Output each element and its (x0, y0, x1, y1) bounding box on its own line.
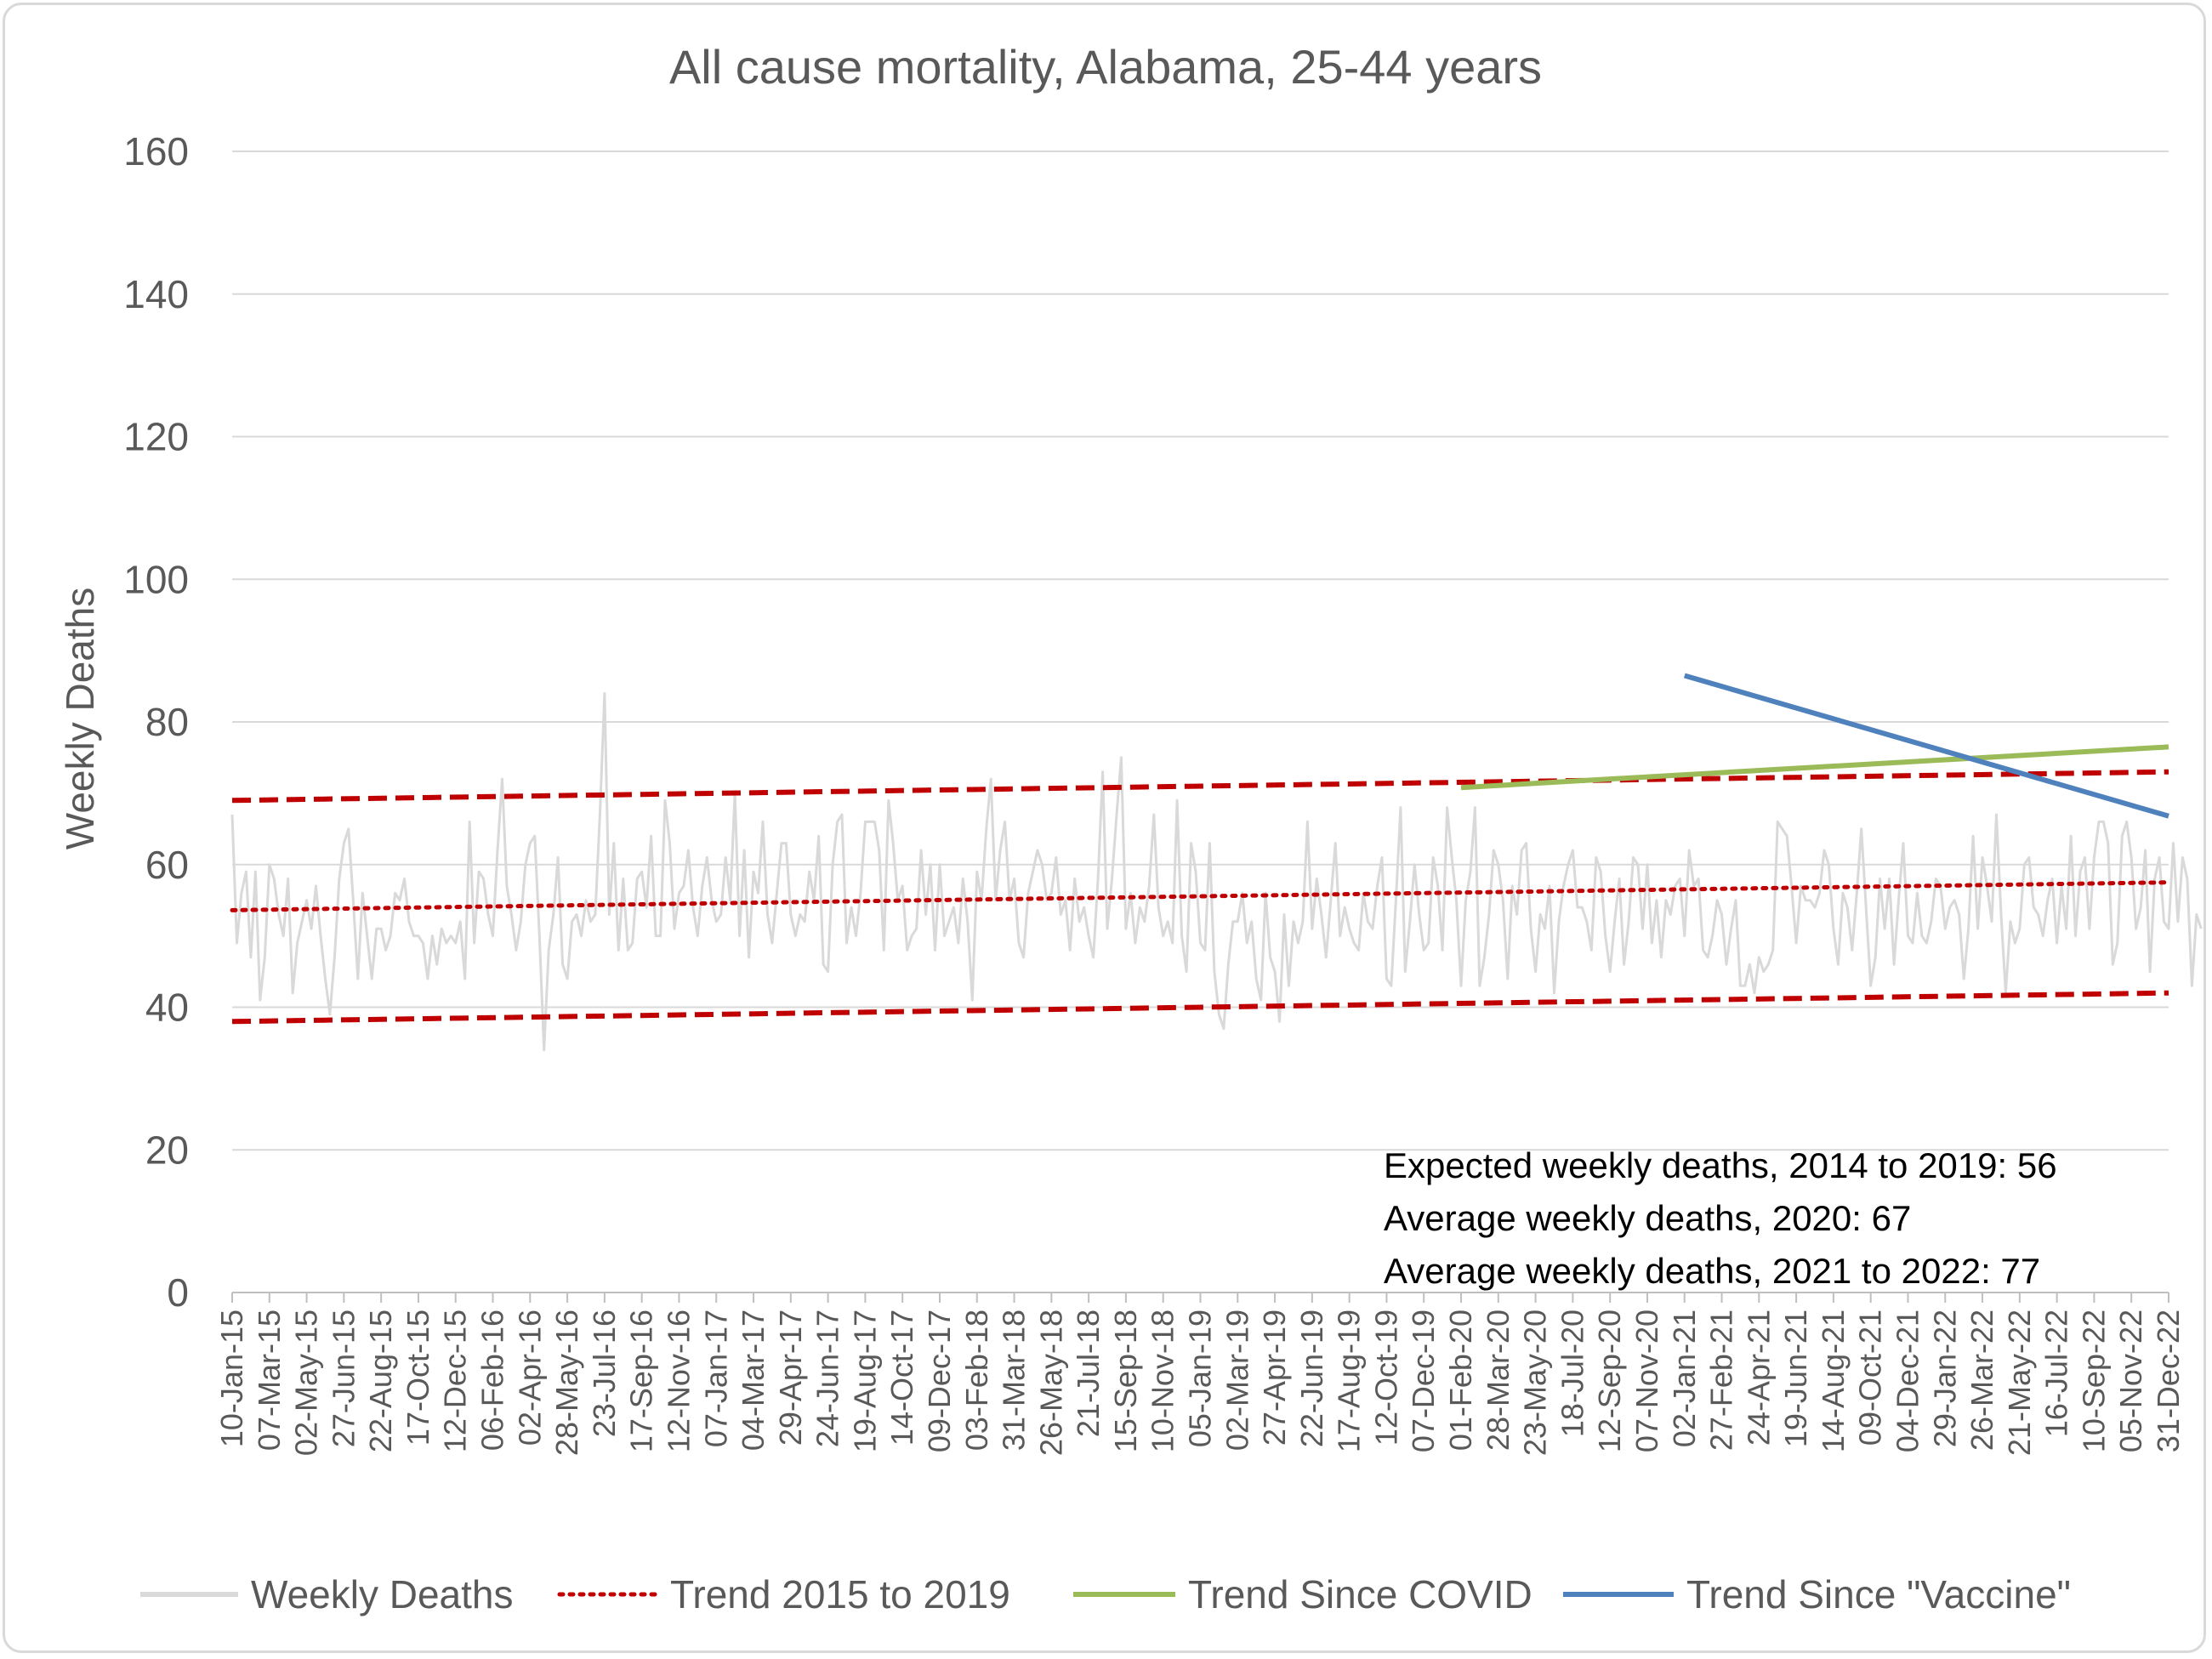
x-tick-label: 22-Jun-19 (1294, 1310, 1329, 1447)
x-tick-label: 07-Dec-19 (1406, 1310, 1441, 1452)
x-tick-label: 27-Jun-15 (326, 1310, 361, 1447)
x-tick-label: 14-Oct-17 (884, 1310, 919, 1446)
x-tick-label: 26-Mar-22 (1965, 1310, 1999, 1451)
legend-label: Trend 2015 to 2019 (670, 1572, 1010, 1616)
x-tick-label: 17-Aug-19 (1332, 1310, 1367, 1452)
x-tick-label: 02-May-15 (289, 1310, 324, 1456)
series-weekly-deaths (230, 692, 2203, 1052)
x-tick-label: 07-Mar-15 (252, 1310, 287, 1451)
x-tick-label: 04-Dec-21 (1890, 1310, 1925, 1452)
series-trend-2015-to-2019-lower (231, 990, 2169, 1025)
x-tick-label: 09-Oct-21 (1853, 1310, 1888, 1446)
y-axis-label: Weekly Deaths (58, 588, 102, 850)
x-tick-label: 29-Apr-17 (773, 1310, 808, 1446)
y-tick-label: 160 (123, 129, 189, 173)
x-tick-label: 12-Sep-20 (1592, 1310, 1627, 1452)
x-tick-label: 19-Aug-17 (847, 1310, 882, 1452)
x-tick-label: 15-Sep-18 (1108, 1310, 1143, 1452)
x-tick-label: 04-Mar-17 (736, 1310, 771, 1451)
y-tick-label: 40 (145, 986, 189, 1030)
x-tick-label: 06-Feb-16 (475, 1310, 510, 1451)
x-tick-label: 07-Jan-17 (698, 1310, 733, 1447)
x-tick-label: 02-Jan-21 (1667, 1310, 1702, 1447)
x-tick-label: 05-Jan-19 (1183, 1310, 1218, 1447)
x-tick-label: 24-Apr-21 (1741, 1310, 1776, 1446)
chart-title: All cause mortality, Alabama, 25-44 year… (669, 40, 1542, 94)
x-tick-label: 19-Jun-21 (1778, 1310, 1813, 1447)
x-tick-label: 10-Nov-18 (1146, 1310, 1180, 1452)
y-tick-labels: 0 20 40 60 80 100 120 140 160 (123, 129, 189, 1315)
x-tick-label: 29-Jan-22 (1927, 1310, 1962, 1447)
x-tick-label: 22-Aug-15 (363, 1310, 398, 1452)
x-tick-label: 03-Feb-18 (959, 1310, 994, 1451)
legend: Weekly Deaths Trend 2015 to 2019 Trend Sin… (140, 1572, 2071, 1616)
annotation-block: Expected weekly deaths, 2014 to 2019: 56… (1384, 1145, 2057, 1291)
x-tick-labels: 10-Jan-15 07-Mar-15 02-May-15 27-Jun-15 22-A… (214, 1293, 2186, 1456)
x-tick-label: 14-Aug-21 (1816, 1310, 1851, 1452)
series-trend-since-covid (1460, 744, 2169, 791)
annotation-line: Average weekly deaths, 2021 to 2022: 77 (1384, 1251, 2040, 1291)
annotation-line: Expected weekly deaths, 2014 to 2019: 56 (1384, 1145, 2057, 1185)
y-tick-label: 100 (123, 557, 189, 601)
x-tick-label: 02-Apr-16 (512, 1310, 547, 1446)
x-tick-label: 18-Jul-20 (1555, 1310, 1589, 1437)
x-tick-label: 31-Dec-22 (2151, 1310, 2186, 1452)
x-tick-label: 01-Feb-20 (1443, 1310, 1478, 1451)
x-tick-label: 23-May-20 (1518, 1310, 1553, 1456)
x-tick-label: 24-Jun-17 (810, 1310, 845, 1447)
legend-label: Trend Since "Vaccine" (1686, 1572, 2071, 1616)
legend-label: Trend Since COVID (1188, 1572, 1532, 1616)
x-tick-label: 12-Dec-15 (438, 1310, 473, 1452)
x-tick-label: 16-Jul-22 (2039, 1310, 2074, 1437)
x-tick-label: 07-Nov-20 (1629, 1310, 1664, 1452)
series-layer (230, 673, 2203, 1052)
x-tick-label: 27-Feb-21 (1704, 1310, 1739, 1451)
x-tick-label: 17-Sep-16 (624, 1310, 659, 1452)
legend-label: Weekly Deaths (251, 1572, 514, 1616)
x-tick-label: 28-Mar-20 (1481, 1310, 1515, 1451)
x-tick-label: 28-May-16 (549, 1310, 584, 1456)
x-tick-label: 17-Oct-15 (401, 1310, 435, 1446)
x-tick-label: 05-Nov-22 (2113, 1310, 2148, 1452)
series-trend-2015-to-2019 (230, 880, 2171, 912)
x-tick-label: 09-Dec-17 (922, 1310, 957, 1452)
x-tick-label: 10-Sep-22 (2076, 1310, 2111, 1452)
y-tick-label: 140 (123, 272, 189, 316)
x-tick-label: 10-Jan-15 (214, 1310, 249, 1447)
gridlines (232, 151, 2169, 1293)
x-tick-label: 26-May-18 (1033, 1310, 1068, 1456)
y-tick-label: 20 (145, 1128, 189, 1172)
y-tick-label: 80 (145, 700, 189, 744)
x-tick-label: 12-Nov-16 (661, 1310, 696, 1452)
x-tick-label: 02-Mar-19 (1220, 1310, 1254, 1451)
x-tick-label: 23-Jul-16 (587, 1310, 622, 1437)
series-trend-since-vaccine (1683, 673, 2169, 819)
x-tick-label: 21-Jul-18 (1071, 1310, 1106, 1437)
annotation-line: Average weekly deaths, 2020: 67 (1384, 1198, 1911, 1238)
series-trend-2015-to-2019-upper (231, 769, 2169, 804)
y-tick-label: 0 (167, 1270, 189, 1315)
x-tick-label: 21-May-22 (2002, 1310, 2037, 1456)
y-tick-label: 60 (145, 843, 189, 887)
x-tick-label: 31-Mar-18 (997, 1310, 1032, 1451)
x-tick-label: 27-Apr-19 (1257, 1310, 1292, 1446)
x-tick-label: 12-Oct-19 (1368, 1310, 1403, 1446)
y-tick-label: 120 (123, 415, 189, 459)
